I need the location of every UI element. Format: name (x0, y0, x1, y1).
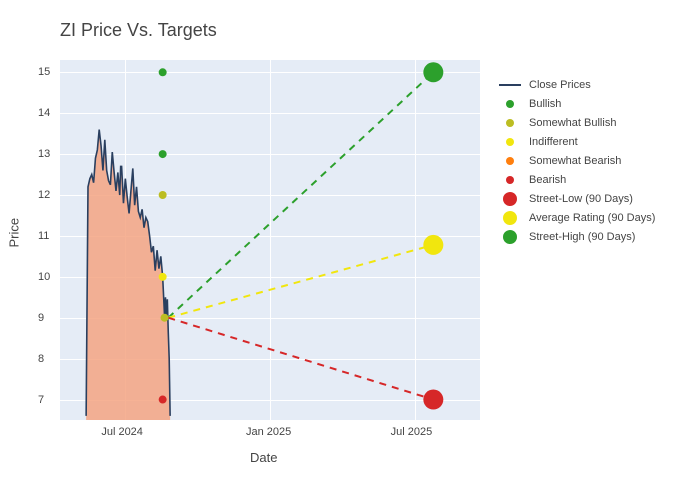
legend-item: Average Rating (90 Days) (495, 208, 655, 227)
legend-item: Somewhat Bullish (495, 113, 655, 132)
legend-item: Bearish (495, 170, 655, 189)
y-tick-label: 11 (38, 230, 49, 242)
legend-dot-icon (495, 154, 525, 168)
target-marker (423, 390, 443, 410)
legend-label: Bullish (529, 98, 561, 110)
legend-dot-icon (495, 97, 525, 111)
target-marker (423, 62, 443, 82)
y-tick-label: 7 (38, 394, 44, 406)
legend-label: Indifferent (529, 136, 578, 148)
price-target-chart: ZI Price Vs. Targets Date Price Close Pr… (0, 0, 700, 500)
legend-dot-icon (495, 230, 525, 244)
y-tick-label: 9 (38, 312, 44, 324)
legend-dot-icon (495, 135, 525, 149)
legend-item: Indifferent (495, 132, 655, 151)
legend-item: Street-High (90 Days) (495, 227, 655, 246)
legend-item: Close Prices (495, 75, 655, 94)
chart-title: ZI Price Vs. Targets (60, 20, 217, 41)
legend-label: Somewhat Bullish (529, 117, 616, 129)
target-marker (423, 235, 443, 255)
legend-label: Average Rating (90 Days) (529, 212, 655, 224)
rating-dot (159, 396, 167, 404)
legend-dot-icon (495, 116, 525, 130)
legend-item: Bullish (495, 94, 655, 113)
legend-label: Street-Low (90 Days) (529, 193, 633, 205)
legend-dot-icon (495, 173, 525, 187)
rating-dot (161, 314, 169, 322)
x-tick-label: Jul 2024 (101, 426, 143, 438)
legend-item: Somewhat Bearish (495, 151, 655, 170)
y-tick-label: 15 (38, 66, 50, 78)
rating-dot (159, 150, 167, 158)
close-area-fill (86, 130, 170, 420)
legend-dot-icon (495, 192, 525, 206)
y-tick-label: 14 (38, 107, 50, 119)
legend-item: Street-Low (90 Days) (495, 189, 655, 208)
legend-label: Close Prices (529, 79, 591, 91)
legend-dot-icon (495, 211, 525, 225)
y-tick-label: 8 (38, 353, 44, 365)
legend-label: Street-High (90 Days) (529, 231, 635, 243)
legend: Close Prices Bullish Somewhat Bullish Indif… (495, 75, 655, 246)
target-line (168, 318, 433, 400)
y-tick-label: 10 (38, 271, 50, 283)
x-tick-label: Jan 2025 (246, 426, 291, 438)
x-tick-label: Jul 2025 (391, 426, 433, 438)
chart-svg (60, 60, 480, 420)
y-axis-label: Price (7, 218, 22, 248)
y-tick-label: 13 (38, 148, 50, 160)
y-tick-label: 12 (38, 189, 50, 201)
rating-dot (159, 273, 167, 281)
x-axis-label: Date (250, 450, 277, 465)
legend-label: Bearish (529, 174, 566, 186)
rating-dot (159, 68, 167, 76)
legend-line-icon (495, 78, 525, 92)
target-line (168, 72, 433, 317)
rating-dot (159, 191, 167, 199)
legend-label: Somewhat Bearish (529, 155, 621, 167)
